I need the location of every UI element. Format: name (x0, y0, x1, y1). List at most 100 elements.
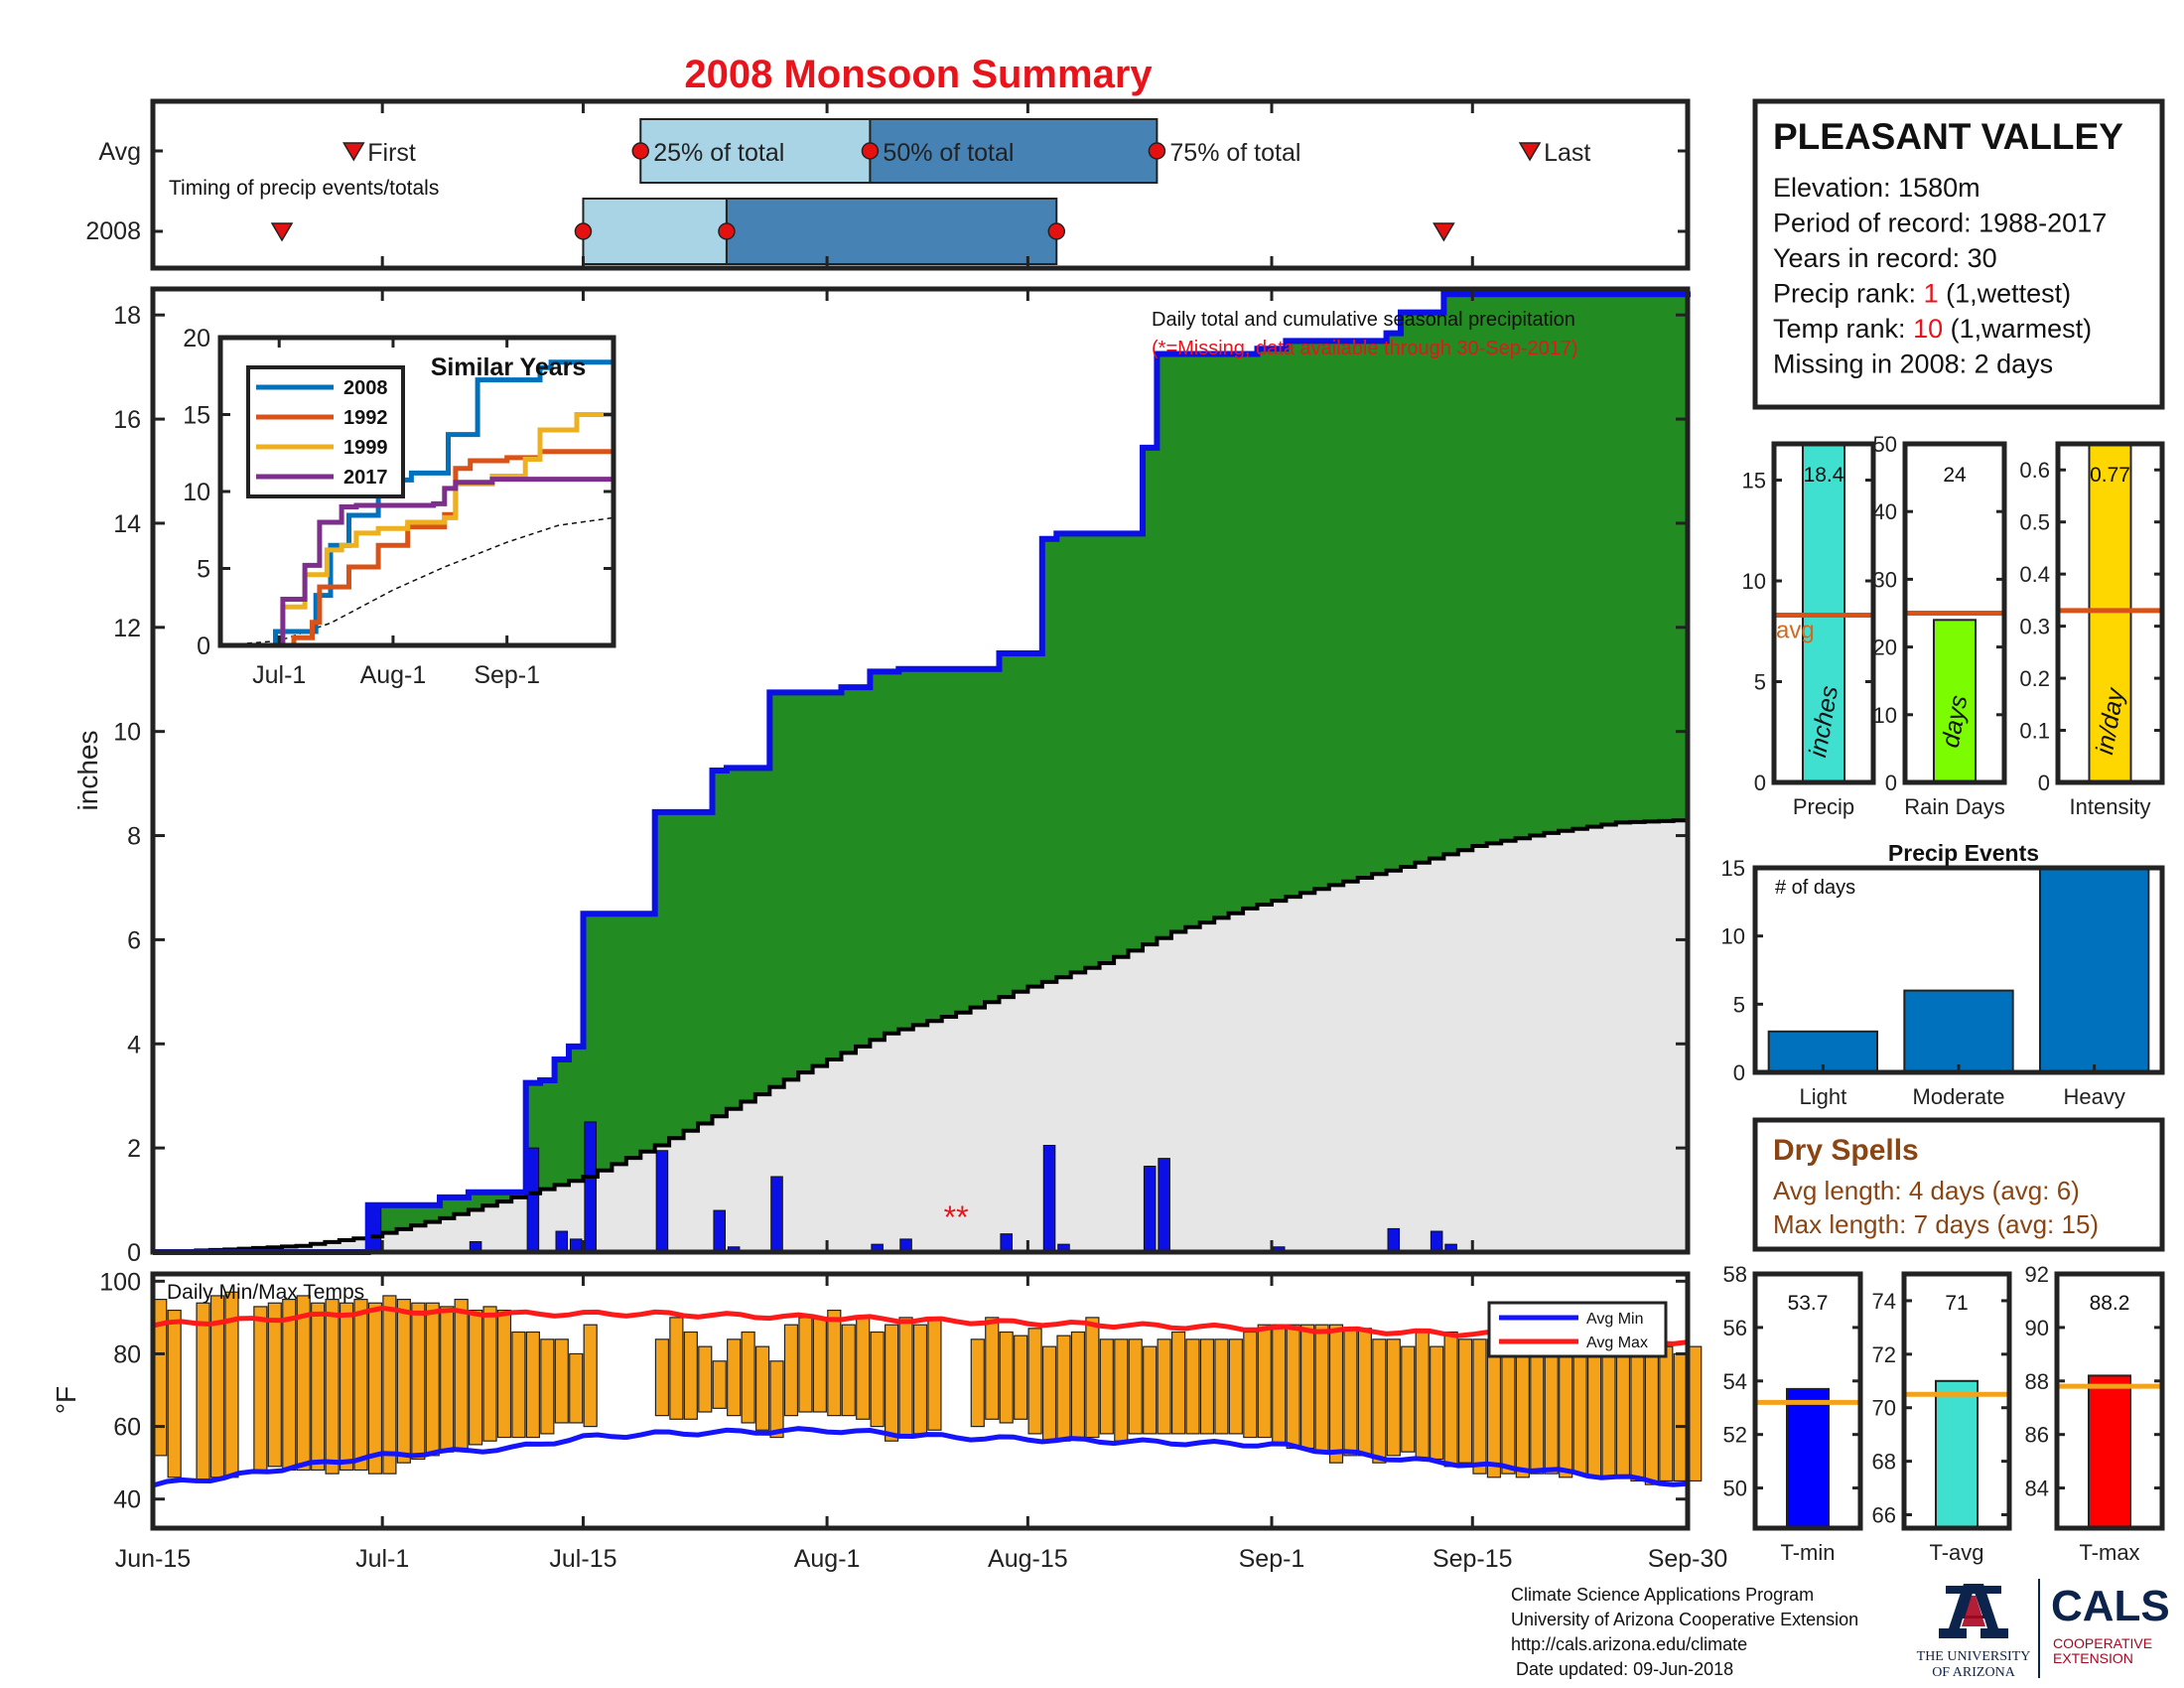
station-name: PLEASANT VALLEY (1773, 116, 2123, 157)
timing-avg-label-p25: 25% of total (653, 139, 784, 167)
rain_days_bar-ytick-label-4: 40 (1873, 499, 1897, 524)
footer-line-url[interactable]: http://cals.arizona.edu/climate (1511, 1634, 1747, 1654)
temp-range-bar-84 (1472, 1338, 1487, 1475)
temp-range-bar-78 (1386, 1338, 1401, 1457)
main-ytick-label-0: 0 (127, 1239, 141, 1267)
temp-range-bar-85 (1486, 1338, 1502, 1478)
timing-2008-marker-p25 (574, 222, 593, 240)
temp-range-bar-99 (1688, 1345, 1703, 1482)
station-line-3: Precip rank: 1 (1,wettest) (1773, 279, 2071, 309)
tmin_bar-frame (1752, 1271, 1863, 1531)
footer-line-updated: Date updated: 09-Jun-2018 (1511, 1659, 1733, 1679)
main-precip-chart: ** 0 2 4 6 8 10 12 14 16 18 inches Daily total an… (72, 286, 1691, 1267)
intensity_bar-frame (2055, 441, 2165, 785)
date-axis-label-4: Aug-15 (988, 1545, 1068, 1573)
temp-range-bar-37 (769, 1360, 784, 1439)
temp-range-bar-67 (1228, 1338, 1243, 1435)
precip_bar-ytick-label-1: 5 (1754, 670, 1766, 695)
footer: Climate Science Applications Program Uni… (1511, 1579, 2170, 1680)
daily-precip-bar-2 (526, 1147, 540, 1253)
temp-range-bar-65 (1199, 1338, 1215, 1435)
temp-legend-label-min: Avg Min (1586, 1311, 1644, 1328)
station-line-2: Years in record: 30 (1773, 243, 1997, 273)
intensity_bar-xlabel: Intensity (2070, 794, 2151, 819)
inset-ytick-label-3: 15 (183, 402, 210, 430)
temp-legend-frame (1487, 1301, 1668, 1358)
intensity_bar-ytick-label-4: 0.4 (2019, 562, 2050, 587)
date-axis-label-6: Sep-15 (1433, 1545, 1513, 1573)
timing-avg-marker-p50 (861, 142, 880, 160)
tmax_bar-panel: 88.2 84 86 88 90 92 T-max (2025, 1262, 2165, 1565)
rain_days_bar-value-bar (1933, 619, 1977, 783)
temp-range-bar-15 (396, 1298, 411, 1464)
tmax_bar-ytick-label-2: 88 (2025, 1369, 2049, 1394)
temp-range-bar-13 (367, 1302, 383, 1475)
timing-avg-label-first: First (367, 139, 416, 167)
tmax_bar-frame (2054, 1271, 2165, 1531)
temp-range-bar-55 (1056, 1335, 1071, 1442)
temp-range-bar-77 (1372, 1338, 1387, 1464)
avg-min-line (152, 1426, 1689, 1488)
station-line-label-1: Period of record: (1773, 209, 1979, 238)
station-line-value-1: 1988-2017 (1979, 209, 2107, 238)
daily-precip-bar-18 (1387, 1227, 1401, 1253)
main-ytick-label-4: 8 (127, 823, 141, 851)
station-line-1: Period of record: 1988-2017 (1773, 209, 2107, 238)
temp-ytick-label-1: 60 (113, 1414, 141, 1442)
temp-range-bar-35 (741, 1331, 755, 1424)
tmax_bar-value-bar (2088, 1374, 2131, 1530)
temp-range-bar-11 (339, 1302, 354, 1472)
intensity_bar-value-label: 0.77 (2090, 464, 2130, 487)
intensity_bar-ytick-label-0: 0 (2038, 771, 2050, 795)
temp-range-bar-18 (440, 1306, 455, 1453)
temp-ylabel: °F (51, 1386, 81, 1414)
date-axis-label-0: Jun-15 (115, 1545, 191, 1573)
main-ytick-label-3: 6 (127, 926, 141, 954)
tmax_bar-ytick-label-0: 84 (2025, 1477, 2049, 1501)
station-line-label-3: Precip rank: (1773, 279, 1924, 309)
date-axis-label-2: Jul-15 (549, 1545, 616, 1573)
main-ytick-label-1: 2 (127, 1135, 141, 1163)
tmin_bar-value-label: 53.7 (1788, 1292, 1829, 1315)
station-line-label-2: Years in record: (1773, 243, 1968, 273)
main-chart-frame (150, 286, 1691, 1255)
daily-precip-bar-9 (770, 1176, 783, 1253)
timing-panel: 25% of total 50% of total 75% of total Firs… (85, 98, 1691, 271)
station-frame (1752, 98, 2165, 410)
station-line-suffix-3: (1,wettest) (1939, 279, 2072, 309)
rain_days_bar-value-label: 24 (1943, 464, 1967, 487)
precip_bar-frame (1771, 441, 1876, 785)
temp-range-bar-6 (267, 1302, 282, 1468)
timing-2008-triangle-last (1433, 222, 1455, 242)
temp-range-bar-64 (1185, 1338, 1200, 1435)
tmax_bar-xlabel: T-max (2079, 1540, 2139, 1565)
temp-range-bar-1 (167, 1309, 182, 1478)
temp-range-bar-29 (654, 1338, 670, 1417)
temp-range-bar-80 (1415, 1331, 1430, 1461)
precip-events-bar-moderate (1903, 989, 2014, 1073)
temp-range-bar-22 (496, 1309, 512, 1439)
temp-range-bar-51 (999, 1331, 1014, 1424)
temp-legend-label-max: Avg Max (1586, 1335, 1648, 1351)
temp-range-bar-72 (1300, 1324, 1315, 1450)
temp-range-bar-46 (898, 1317, 913, 1439)
precip_bar-ytick-label-0: 0 (1754, 771, 1766, 795)
timing-row-label-2008: 2008 (85, 217, 141, 245)
dry-spells-frame (1752, 1117, 2165, 1252)
avg-max-line (152, 1305, 1689, 1346)
daily-precip-bar-5 (584, 1121, 597, 1253)
temperature-chart: 40 60 80 100 Daily Min/Max Temps °F Avg Min… (51, 1268, 1703, 1531)
temp-range-bar-23 (511, 1331, 526, 1439)
rain_days_bar-ytick-label-1: 10 (1873, 703, 1897, 728)
inset-legend-label-2017: 2017 (343, 467, 388, 489)
timing-2008-triangle-first (270, 222, 294, 242)
tavg_bar-ytick-label-2: 70 (1872, 1396, 1896, 1421)
station-line-label-4: Temp rank: (1773, 314, 1913, 344)
date-axis-label-1: Jul-1 (355, 1545, 409, 1573)
temp-range-bar-53 (1027, 1328, 1042, 1435)
timing-avg-label-p50: 50% of total (883, 139, 1014, 167)
temp-range-bar-48 (927, 1317, 942, 1431)
date-axis: Jun-15 Jul-1 Jul-15 Aug-1 Aug-15 Sep-1 Sep-15 S… (115, 1274, 1727, 1573)
intensity_bar-value-bar (2088, 443, 2132, 783)
cumulative-avg-line (153, 818, 1690, 1254)
